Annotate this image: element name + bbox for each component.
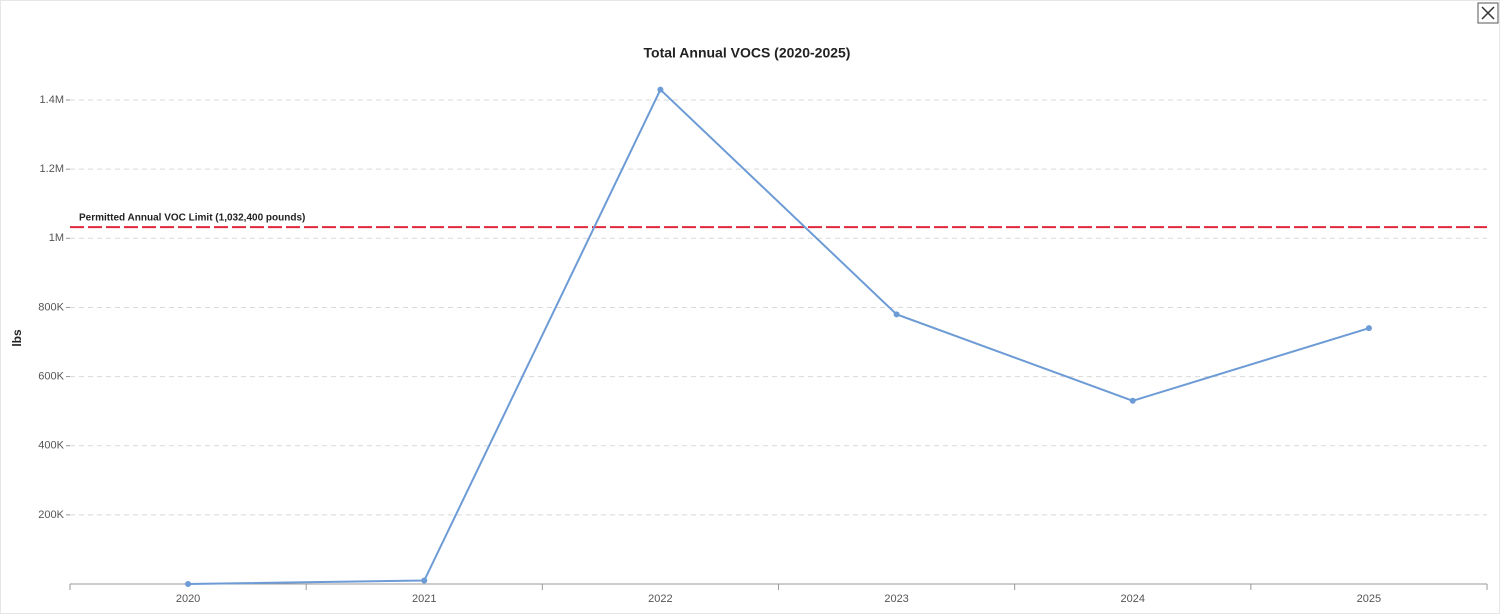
x-tick-label: 2022 [648, 593, 672, 605]
data-point [1129, 397, 1136, 404]
x-tick-label: 2025 [1357, 593, 1381, 605]
y-tick-label: 1.2M [40, 163, 64, 175]
reference-label: Permitted Annual VOC Limit (1,032,400 po… [79, 213, 305, 224]
y-tick-label: 1.4M [40, 94, 64, 106]
series-line [188, 87, 1370, 585]
y-tick-label: 1M [49, 232, 64, 244]
x-tick-label: 2020 [176, 593, 200, 605]
x-tick-label: 2024 [1121, 593, 1145, 605]
data-point [657, 86, 664, 93]
y-tick-label: 400K [38, 440, 64, 452]
data-point [421, 577, 428, 584]
data-point [893, 311, 900, 318]
y-tick-label: 600K [38, 370, 64, 382]
data-point [185, 581, 192, 587]
y-tick-label: 800K [38, 301, 64, 313]
y-tick-label: 200K [38, 509, 64, 521]
y-axis-label: lbs [10, 329, 24, 347]
close-button[interactable] [1477, 2, 1499, 24]
close-icon[interactable] [1481, 6, 1495, 20]
x-tick-label: 2023 [884, 593, 908, 605]
data-point [1365, 325, 1372, 332]
x-tick-label: 2021 [412, 593, 436, 605]
chart-title: Total Annual VOCS (2020-2025) [644, 45, 851, 61]
